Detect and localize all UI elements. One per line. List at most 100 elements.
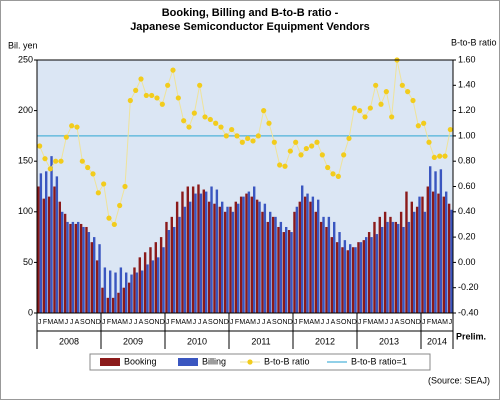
bar — [255, 199, 259, 313]
y2-tick-label: 0.60 — [458, 181, 476, 191]
bar — [429, 166, 432, 313]
bar — [279, 221, 283, 313]
x-tick-label: A — [245, 319, 250, 326]
bar — [95, 260, 99, 313]
ratio-point — [426, 139, 432, 145]
year-label: 2011 — [251, 336, 270, 346]
bar — [173, 226, 176, 313]
x-tick-label: D — [224, 319, 229, 326]
bar — [39, 173, 43, 313]
ratio-point — [437, 153, 443, 159]
bar — [386, 221, 389, 313]
bar — [223, 211, 227, 313]
ratio-point — [357, 108, 363, 114]
y-tick-label: 0 — [28, 307, 33, 317]
bar — [354, 247, 357, 313]
ratio-point — [373, 82, 379, 88]
bar — [231, 211, 235, 313]
bar — [125, 272, 128, 313]
bar — [285, 226, 288, 313]
bar — [154, 242, 157, 313]
ratio-point — [277, 162, 283, 168]
x-tick-label: M — [431, 319, 437, 326]
ratio-point — [106, 215, 112, 221]
ratio-point — [410, 97, 416, 104]
ratio-point — [127, 97, 133, 104]
bar — [437, 193, 440, 313]
legend-swatch — [178, 358, 198, 366]
bar — [205, 191, 208, 313]
ratio-point — [191, 110, 197, 116]
y-axis-label: Bil. yen — [8, 40, 38, 50]
ratio-point — [325, 164, 331, 171]
x-tick-label: J — [129, 319, 133, 326]
bar — [119, 267, 123, 313]
x-tick-label: A — [203, 319, 208, 326]
bar — [439, 169, 443, 313]
ratio-point — [42, 156, 48, 162]
bar — [338, 232, 341, 313]
ratio-point — [447, 126, 453, 133]
bar — [133, 267, 136, 313]
x-tick-label: A — [331, 319, 336, 326]
bar — [434, 171, 437, 313]
x-tick-label: D — [160, 319, 165, 326]
ratio-point — [282, 163, 288, 169]
x-tick-label: J — [102, 319, 106, 326]
x-tick-label: J — [294, 319, 298, 326]
x-tick-label: N — [154, 319, 159, 326]
x-tick-label: J — [422, 319, 426, 326]
bar — [61, 211, 64, 313]
ratio-point — [266, 120, 272, 126]
bar — [239, 196, 243, 313]
bar — [181, 191, 184, 313]
x-tick-label: M — [378, 319, 384, 326]
legend-swatch — [247, 359, 253, 365]
bar — [237, 203, 240, 313]
x-tick-label: J — [321, 319, 325, 326]
bar — [335, 242, 339, 313]
bar — [111, 297, 115, 313]
ratio-point — [415, 123, 421, 129]
bar — [189, 201, 192, 313]
y2-tick-label: -0.40 — [458, 307, 479, 317]
bar — [170, 216, 173, 313]
bar — [447, 203, 451, 313]
x-tick-label: A — [267, 319, 272, 326]
bar — [127, 282, 131, 313]
bar — [269, 211, 272, 313]
bar — [397, 223, 400, 313]
x-tick-label: N — [282, 319, 287, 326]
x-tick-label: M — [111, 319, 117, 326]
bar — [141, 270, 144, 313]
bar — [383, 211, 387, 313]
ratio-point — [69, 123, 75, 129]
x-tick-label: A — [139, 319, 144, 326]
x-tick-label: M — [442, 319, 448, 326]
bar — [399, 211, 403, 313]
ratio-point — [37, 143, 43, 149]
bar — [442, 196, 445, 313]
y2-tick-label: 1.60 — [458, 54, 476, 64]
bar — [415, 206, 419, 313]
source: (Source: SEAJ) — [428, 375, 490, 385]
bar — [322, 216, 325, 313]
bar — [410, 201, 413, 313]
bar — [213, 203, 216, 313]
ratio-point — [346, 135, 352, 142]
bar — [277, 226, 280, 313]
bar — [159, 237, 163, 313]
bar — [146, 264, 149, 313]
x-tick-label: F — [171, 319, 175, 326]
bar — [314, 211, 317, 313]
bar — [253, 186, 256, 313]
x-tick-label: O — [277, 319, 283, 326]
bar — [55, 176, 59, 313]
bar — [421, 196, 424, 313]
bar — [37, 186, 40, 313]
ratio-point — [405, 89, 411, 95]
note: Prelim. — [456, 331, 486, 341]
bar — [63, 213, 67, 313]
bar — [183, 206, 187, 313]
